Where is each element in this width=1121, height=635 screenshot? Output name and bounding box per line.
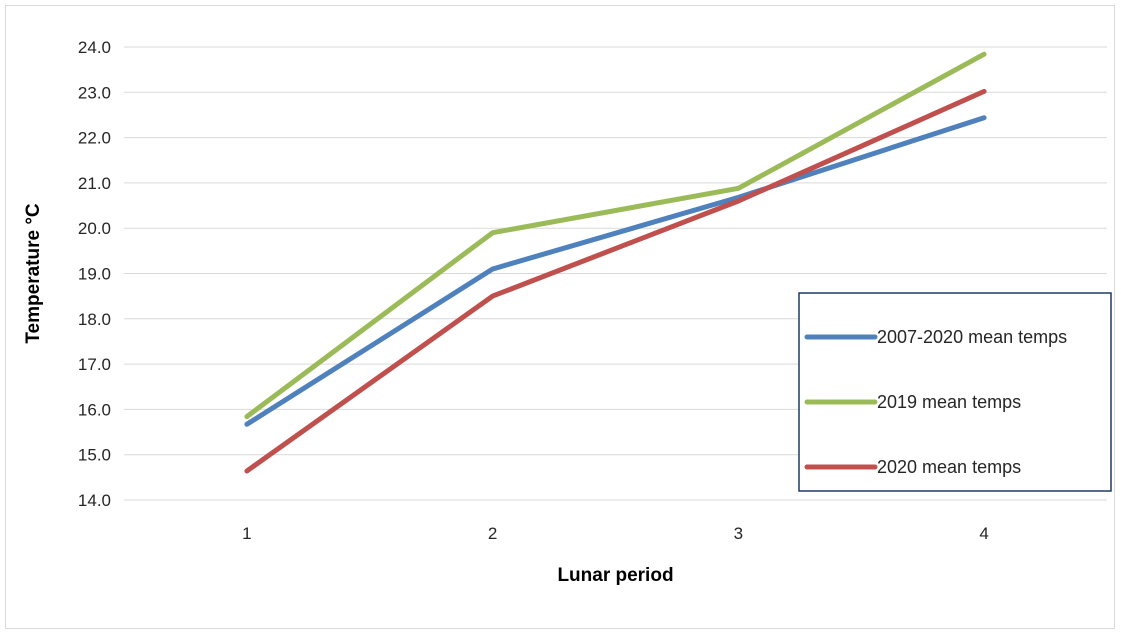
x-tick-label: 2 <box>488 524 497 543</box>
y-tick-label: 14.0 <box>78 491 111 510</box>
legend-label: 2020 mean temps <box>877 457 1021 477</box>
y-tick-label: 17.0 <box>78 355 111 374</box>
x-tick-label: 4 <box>979 524 988 543</box>
y-axis-ticks: 14.0 15.0 16.0 17.0 18.0 19.0 20.0 21.0 22.0 23.0… <box>78 38 111 510</box>
y-tick-label: 24.0 <box>78 38 111 57</box>
legend-label: 2007-2020 mean temps <box>877 327 1067 347</box>
y-tick-label: 16.0 <box>78 400 111 419</box>
series-lines <box>244 51 987 474</box>
series-line <box>244 115 987 427</box>
y-tick-label: 22.0 <box>78 129 111 148</box>
chart-area: 14.0 15.0 16.0 17.0 18.0 19.0 20.0 21.0 22.0 23.0… <box>5 5 1115 629</box>
x-axis-title: Lunar period <box>557 565 673 586</box>
y-tick-label: 23.0 <box>78 83 111 102</box>
gridlines <box>124 46 1107 501</box>
y-tick-label: 20.0 <box>78 219 111 238</box>
y-tick-label: 15.0 <box>78 446 111 465</box>
legend-label: 2019 mean temps <box>877 392 1021 412</box>
x-tick-label: 1 <box>242 524 251 543</box>
x-axis-ticks: 1 2 3 4 <box>242 524 989 543</box>
legend: 2007-2020 mean temps 2019 mean temps 2020 … <box>798 292 1112 492</box>
y-tick-label: 21.0 <box>78 174 111 193</box>
line-chart: 14.0 15.0 16.0 17.0 18.0 19.0 20.0 21.0 22.0 23.0… <box>23 38 1112 586</box>
legend-box <box>798 292 1112 492</box>
x-tick-label: 3 <box>734 524 743 543</box>
y-axis-title: Temperature °C <box>23 203 44 344</box>
y-tick-label: 18.0 <box>78 310 111 329</box>
y-tick-label: 19.0 <box>78 265 111 284</box>
series-line <box>244 51 987 420</box>
series-line <box>244 88 987 474</box>
